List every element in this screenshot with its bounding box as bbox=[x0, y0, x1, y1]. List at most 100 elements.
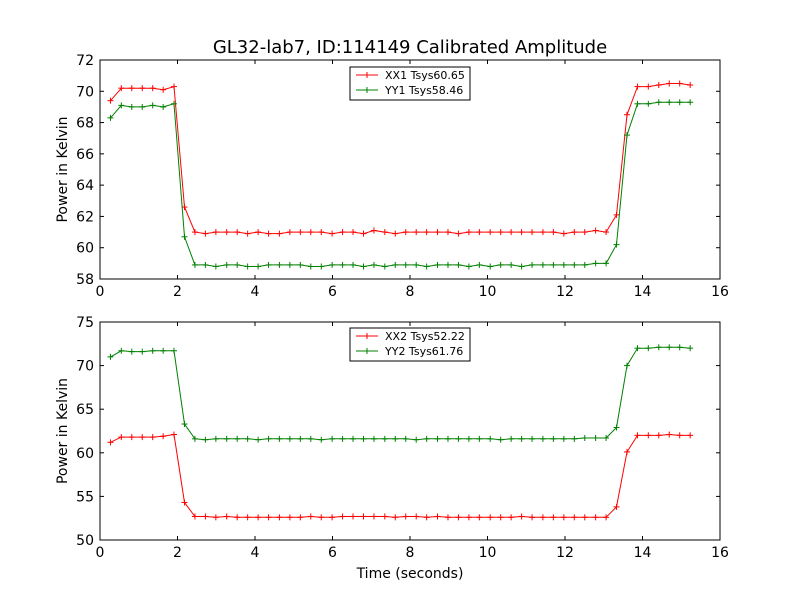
data-point bbox=[191, 261, 198, 268]
data-point bbox=[202, 261, 209, 268]
data-point bbox=[655, 99, 662, 106]
data-point bbox=[539, 261, 546, 268]
data-point bbox=[307, 229, 314, 236]
data-point bbox=[465, 263, 472, 270]
data-point bbox=[571, 261, 578, 268]
data-point bbox=[139, 103, 146, 110]
data-point bbox=[476, 229, 483, 236]
data-point bbox=[171, 431, 178, 438]
data-point bbox=[307, 435, 314, 442]
x-tick-label: 2 bbox=[173, 284, 182, 300]
data-point bbox=[423, 263, 430, 270]
data-point bbox=[455, 435, 462, 442]
data-point bbox=[603, 229, 610, 236]
data-point bbox=[444, 514, 451, 521]
legend-label: XX1 Tsys60.65 bbox=[385, 69, 465, 82]
data-point bbox=[518, 263, 525, 270]
data-point bbox=[318, 514, 325, 521]
data-point bbox=[550, 261, 557, 268]
data-point bbox=[160, 347, 167, 354]
data-point bbox=[529, 514, 536, 521]
data-point bbox=[297, 514, 304, 521]
data-point bbox=[687, 99, 694, 106]
data-point bbox=[571, 435, 578, 442]
data-point bbox=[603, 434, 610, 441]
data-point bbox=[434, 513, 441, 520]
data-point bbox=[487, 263, 494, 270]
data-point bbox=[434, 261, 441, 268]
data-point bbox=[234, 514, 241, 521]
data-point bbox=[149, 347, 156, 354]
data-point bbox=[592, 227, 599, 234]
data-point bbox=[202, 436, 209, 443]
series-2 bbox=[107, 99, 694, 270]
data-point bbox=[529, 261, 536, 268]
data-point bbox=[624, 362, 630, 369]
data-point bbox=[687, 82, 694, 89]
data-point bbox=[234, 261, 241, 268]
data-point bbox=[255, 229, 262, 236]
data-point bbox=[265, 514, 272, 521]
data-point bbox=[487, 514, 494, 521]
data-point bbox=[297, 229, 304, 236]
legend: XX2 Tsys52.22 YY2 Tsys61.76 bbox=[349, 327, 471, 362]
y-tick-label: 65 bbox=[76, 402, 94, 418]
data-point bbox=[171, 83, 178, 90]
data-point bbox=[571, 514, 578, 521]
data-point bbox=[381, 435, 388, 442]
data-point bbox=[666, 80, 673, 87]
data-point bbox=[413, 261, 420, 268]
data-point bbox=[223, 229, 230, 236]
data-point bbox=[634, 432, 641, 439]
legend: XX1 Tsys60.65 YY1 Tsys58.46 bbox=[349, 66, 471, 101]
data-point bbox=[339, 229, 346, 236]
data-point bbox=[318, 229, 325, 236]
series-1 bbox=[107, 431, 694, 521]
x-tick-label: 12 bbox=[556, 545, 574, 561]
data-point bbox=[128, 103, 135, 110]
data-point bbox=[581, 434, 588, 441]
data-point bbox=[508, 229, 515, 236]
data-point bbox=[676, 80, 683, 87]
data-point bbox=[118, 85, 125, 92]
data-point bbox=[508, 514, 515, 521]
data-point bbox=[592, 260, 599, 267]
x-tick-label: 10 bbox=[479, 545, 497, 561]
data-point bbox=[413, 513, 420, 520]
data-point bbox=[234, 229, 241, 236]
y-tick-label: 62 bbox=[76, 209, 94, 225]
data-point bbox=[539, 514, 546, 521]
data-point bbox=[687, 432, 694, 439]
data-point bbox=[402, 435, 409, 442]
data-point bbox=[392, 230, 399, 237]
x-tick-label: 8 bbox=[406, 284, 415, 300]
data-point bbox=[160, 86, 167, 93]
data-point bbox=[413, 436, 420, 443]
data-point bbox=[518, 435, 525, 442]
data-point bbox=[444, 261, 451, 268]
data-point bbox=[423, 229, 430, 236]
data-point bbox=[581, 514, 588, 521]
data-point bbox=[360, 230, 367, 237]
data-point bbox=[318, 263, 325, 270]
data-point bbox=[603, 514, 610, 521]
data-point bbox=[518, 229, 525, 236]
chart-title: GL32-lab7, ID:114149 Calibrated Amplitud… bbox=[213, 37, 607, 58]
x-tick-label: 0 bbox=[96, 284, 105, 300]
series-2 bbox=[107, 344, 694, 443]
data-point bbox=[181, 233, 188, 240]
data-point bbox=[476, 261, 483, 268]
data-point bbox=[265, 261, 272, 268]
data-point bbox=[392, 514, 399, 521]
data-point bbox=[149, 434, 156, 441]
data-point bbox=[370, 227, 377, 234]
y-tick-label: 58 bbox=[76, 272, 94, 288]
data-point bbox=[276, 261, 283, 268]
data-point bbox=[413, 229, 420, 236]
data-point bbox=[560, 230, 567, 237]
data-point bbox=[581, 229, 588, 236]
data-point bbox=[634, 83, 641, 90]
y-tick-label: 50 bbox=[76, 533, 94, 549]
data-point bbox=[465, 435, 472, 442]
